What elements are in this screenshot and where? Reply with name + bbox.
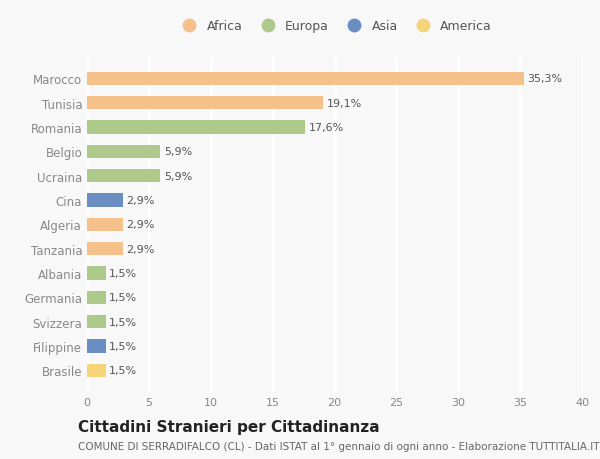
Text: 5,9%: 5,9% — [164, 171, 192, 181]
Bar — [87, 267, 106, 280]
Text: 2,9%: 2,9% — [127, 244, 155, 254]
Text: 2,9%: 2,9% — [127, 196, 155, 206]
Bar — [87, 194, 123, 207]
Text: 17,6%: 17,6% — [308, 123, 344, 133]
Text: Cittadini Stranieri per Cittadinanza: Cittadini Stranieri per Cittadinanza — [78, 419, 380, 434]
Bar — [87, 170, 160, 183]
Text: 1,5%: 1,5% — [109, 317, 137, 327]
Text: 1,5%: 1,5% — [109, 341, 137, 351]
Bar — [87, 146, 160, 159]
Bar — [87, 97, 323, 110]
Text: 1,5%: 1,5% — [109, 269, 137, 279]
Legend: Africa, Europa, Asia, America: Africa, Europa, Asia, America — [173, 17, 496, 37]
Text: 1,5%: 1,5% — [109, 365, 137, 375]
Bar — [87, 291, 106, 304]
Text: COMUNE DI SERRADIFALCO (CL) - Dati ISTAT al 1° gennaio di ogni anno - Elaborazio: COMUNE DI SERRADIFALCO (CL) - Dati ISTAT… — [78, 441, 599, 451]
Text: 19,1%: 19,1% — [327, 99, 362, 108]
Bar — [87, 218, 123, 232]
Bar — [87, 340, 106, 353]
Text: 2,9%: 2,9% — [127, 220, 155, 230]
Bar — [87, 121, 305, 134]
Bar — [87, 364, 106, 377]
Bar — [87, 73, 524, 86]
Text: 35,3%: 35,3% — [527, 74, 563, 84]
Text: 5,9%: 5,9% — [164, 147, 192, 157]
Text: 1,5%: 1,5% — [109, 293, 137, 303]
Bar — [87, 242, 123, 256]
Bar — [87, 315, 106, 329]
